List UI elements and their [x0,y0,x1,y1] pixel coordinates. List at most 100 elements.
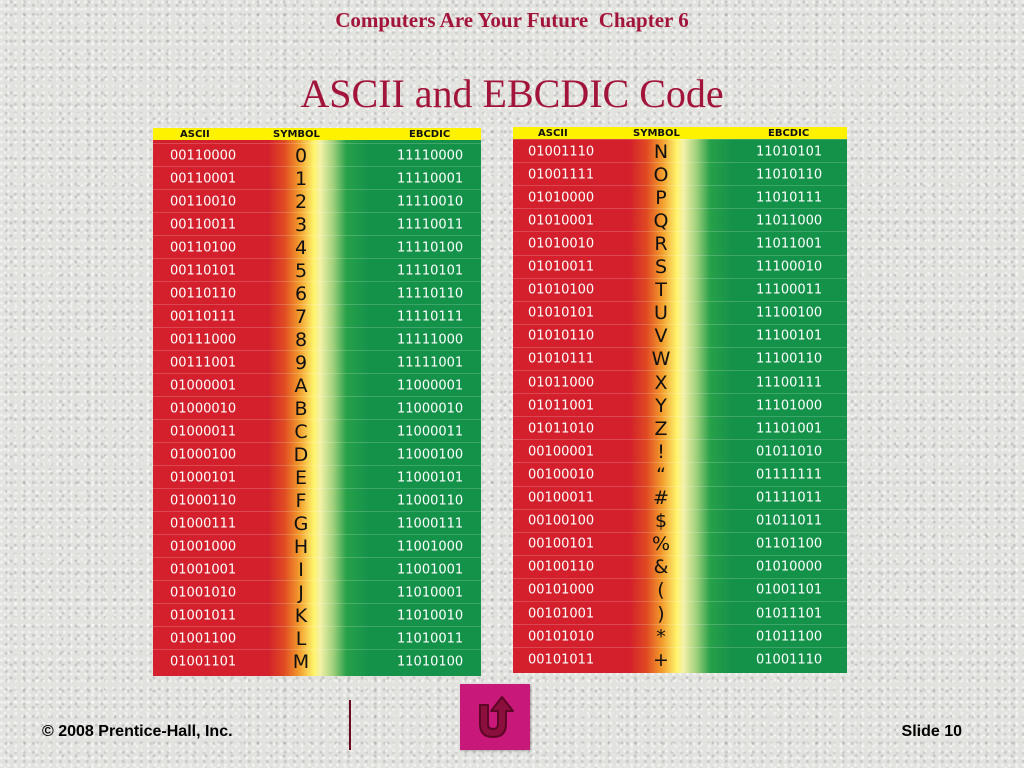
ascii-code: 01001011 [170,608,237,623]
table-row: 00111000 8 11111000 [153,327,481,351]
ascii-code: 00110000 [170,148,237,163]
symbol-char: 7 [294,305,308,328]
ebcdic-code: 11001000 [397,539,464,554]
table-row: 00101010 * 01011100 [513,624,847,648]
ebcdic-code: 11111000 [397,332,464,347]
symbol-char: % [651,533,671,556]
table-row: 01001100 L 11010011 [153,626,481,650]
header-ebcdic: EBCDIC [768,127,810,139]
ebcdic-code: 11110010 [397,194,464,209]
ebcdic-code: 11010101 [756,144,823,160]
ascii-code: 01010111 [528,351,595,367]
symbol-char: Q [653,209,669,232]
table-row: 00111001 9 11111001 [153,350,481,374]
symbol-char: T [655,279,667,302]
ebcdic-code: 11000110 [397,493,464,508]
symbol-char: ( [657,579,665,602]
ebcdic-code: 11001001 [397,562,464,577]
ebcdic-code: 11000111 [397,516,464,531]
ascii-code: 01011001 [528,398,595,414]
table-row: 01010010 R 11011001 [513,231,847,255]
ebcdic-code: 01011010 [756,444,823,460]
table-row: 01010000 P 11010111 [513,185,847,209]
ascii-code: 01001001 [170,562,237,577]
symbol-char: 4 [294,236,308,259]
ebcdic-code: 11010110 [756,167,823,183]
symbol-char: E [294,466,307,489]
footer-divider [349,700,351,750]
symbol-char: N [653,140,669,163]
return-button[interactable] [460,684,530,750]
course-header: Computers Are Your Future Chapter 6 [335,8,689,32]
ascii-code: 01001010 [170,585,237,600]
table-row: 00101001) 01011101 [513,601,847,625]
ebcdic-code: 01111111 [756,467,823,483]
table-row: 01010110 V 11100101 [513,323,847,348]
ebcdic-code: 11100110 [756,351,823,367]
ebcdic-code: 11000011 [397,424,464,439]
table-row: 01000110 F 11000110 [153,488,481,512]
copyright-notice: © 2008 Prentice-Hall, Inc. [42,723,233,740]
symbol-char: 3 [294,213,308,236]
ascii-code: 01010110 [528,328,595,344]
table-row: 00110101 5 11110101 [153,258,481,282]
symbol-char: X [654,371,668,394]
ebcdic-code: 11010001 [397,585,464,600]
header-symbol: SYMBOL [273,128,320,140]
table-row: 01010011 S 11100010 [513,254,847,279]
symbol-char: C [294,420,308,443]
ascii-code: 00100011 [528,490,595,506]
symbol-char: L [295,627,307,650]
symbol-char: B [294,397,308,420]
ascii-code: 01000001 [170,378,237,393]
ascii-code: 00100001 [528,444,595,460]
ascii-code: 00110100 [170,240,237,255]
table-row: 00110001 1 11110001 [153,166,481,190]
code-table-right: ASCII SYMBOL EBCDIC 01001110 N 11010101 010011… [513,127,847,673]
ascii-code: 01010101 [528,305,595,321]
ebcdic-code: 11110000 [397,148,464,163]
ebcdic-code: 11100011 [756,282,823,298]
ebcdic-code: 01001101 [756,582,823,598]
symbol-char: # [653,487,669,510]
symbol-char: ) [657,602,665,625]
ebcdic-code: 11100010 [756,259,823,275]
table-row: 01000101 E 11000101 [153,465,481,489]
symbol-char: F [295,489,307,512]
table-row: 01011010 Z 11101001 [513,416,847,440]
ebcdic-code: 11101001 [756,421,823,437]
code-table-left: ASCII SYMBOL EBCDIC 00110000 0 11110000 001100… [153,128,481,676]
table-row: 00100001! 01011010 [513,439,847,463]
slide-number: Slide 10 [901,723,962,740]
symbol-char: “ [656,463,666,486]
ebcdic-code: 11011000 [756,213,823,229]
table-row: 00110111 7 11110111 [153,304,481,328]
table-row: 00101011 +01001110 [513,647,847,671]
table-row: 00110000 0 11110000 [153,143,481,167]
symbol-char: & [653,556,669,579]
table-row: 01010111 W 11100110 [513,346,847,371]
header-ascii: ASCII [180,128,210,140]
table-row: 01000010 B 11000010 [153,396,481,420]
symbol-char: 1 [294,167,308,190]
symbol-char: H [293,535,309,558]
symbol-char: Z [654,417,668,440]
ascii-code: 01010100 [528,282,595,298]
symbol-char: V [654,325,668,348]
table-row: 00100110 & 01010000 [513,554,847,579]
table-row: 01011000 X 11100111 [513,370,847,394]
ascii-code: 00111001 [170,355,237,370]
ebcdic-code: 11010011 [397,631,464,646]
table-row: 01010101 U 11100100 [513,300,847,325]
ascii-code: 01000010 [170,401,237,416]
ascii-code: 00110011 [170,217,237,232]
table-row: 00101000 (01001101 [513,577,847,602]
ascii-code: 00110010 [170,194,237,209]
symbol-char: R [654,232,668,255]
ebcdic-code: 11110011 [397,217,464,232]
ascii-code: 01001100 [170,631,237,646]
ebcdic-code: 11110101 [397,263,464,278]
table-row: 01001111 O 11010110 [513,162,847,186]
ebcdic-code: 11000101 [397,470,464,485]
table-row: 00100101% 01101100 [513,531,847,556]
